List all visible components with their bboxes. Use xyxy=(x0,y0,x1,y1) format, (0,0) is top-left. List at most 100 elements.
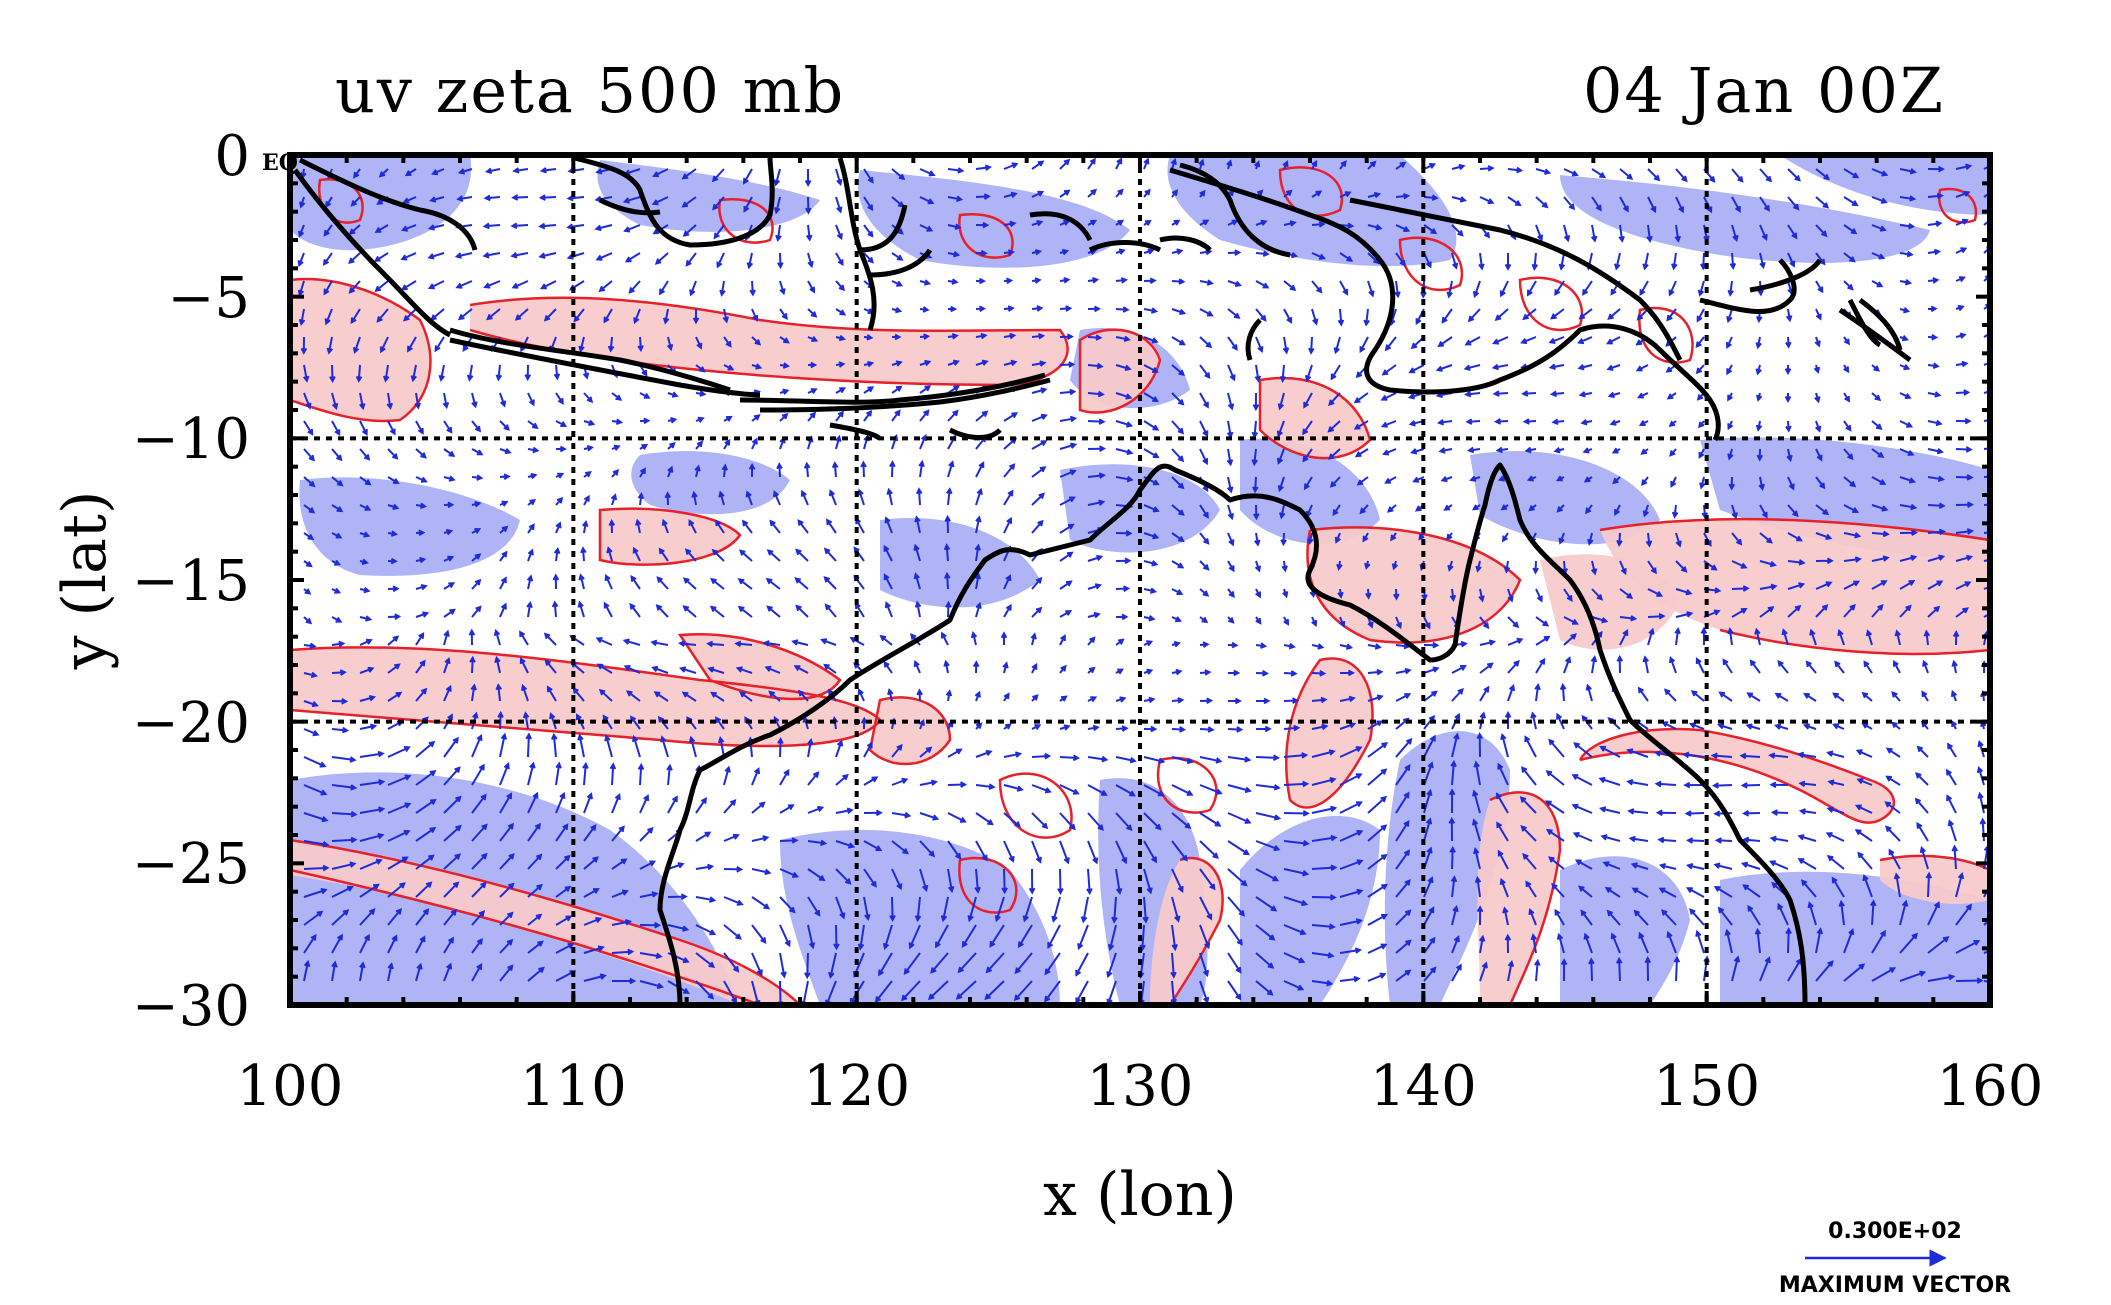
wind-vector xyxy=(863,741,873,758)
wind-vector xyxy=(1611,447,1621,454)
wind-vector xyxy=(1059,219,1071,226)
wind-vector xyxy=(1671,252,1678,271)
wind-vector xyxy=(764,665,781,674)
wind-vector xyxy=(1087,755,1109,763)
wind-vector xyxy=(1555,475,1565,482)
wind-vector xyxy=(946,487,953,506)
wind-vector xyxy=(1199,364,1211,379)
wind-vector xyxy=(712,196,725,211)
wind-vector xyxy=(1520,336,1537,345)
wind-vector xyxy=(583,823,597,842)
wind-vector xyxy=(466,364,474,382)
wind-vector xyxy=(1787,504,1799,518)
wind-vector xyxy=(1899,392,1912,399)
wind-vector xyxy=(595,252,613,261)
wind-vector xyxy=(828,489,837,506)
wind-vector xyxy=(1871,580,1888,590)
wind-vector xyxy=(1423,194,1439,202)
wind-vector xyxy=(1739,752,1761,760)
wind-vector xyxy=(891,168,906,181)
wind-vector xyxy=(1227,980,1242,1001)
wind-vector xyxy=(916,688,923,702)
wind-vector xyxy=(1647,627,1655,646)
wind-vector xyxy=(499,964,514,982)
wind-vector xyxy=(1814,392,1821,404)
wind-vector xyxy=(1899,899,1909,926)
wind-vector xyxy=(737,605,753,618)
wind-vector xyxy=(1945,768,1957,786)
wind-vector xyxy=(1563,196,1576,211)
wind-vector xyxy=(611,444,621,451)
wind-vector xyxy=(1644,956,1651,982)
wind-vector xyxy=(691,490,698,506)
wind-vector xyxy=(1143,364,1159,373)
wind-vector xyxy=(1031,784,1052,794)
wind-vector xyxy=(975,515,982,534)
wind-vector xyxy=(1031,160,1045,170)
wind-vector xyxy=(1759,583,1778,591)
wind-vector xyxy=(1802,723,1817,730)
wind-vector xyxy=(1014,952,1033,975)
wind-vector xyxy=(1059,812,1076,831)
wind-vector xyxy=(633,308,641,325)
wind-vector xyxy=(1199,726,1215,733)
wind-vector xyxy=(947,868,955,894)
x-tick-labels: 100 110 120 130 140 150 160 xyxy=(237,1054,2044,1119)
wind-vector xyxy=(415,908,430,926)
wind-vector xyxy=(1367,883,1388,898)
plot-area xyxy=(290,155,1990,1005)
wind-vector xyxy=(555,915,573,926)
wind-vector xyxy=(779,837,799,844)
wind-vector xyxy=(1871,448,1885,459)
wind-vector xyxy=(1893,872,1901,898)
wind-vector xyxy=(323,280,333,296)
wind-vector xyxy=(1143,336,1159,344)
wind-vector xyxy=(1785,927,1792,954)
wind-vector xyxy=(795,604,809,618)
wind-vector xyxy=(1862,874,1873,898)
wind-vector xyxy=(804,168,812,187)
wind-vector xyxy=(1563,588,1573,602)
wind-vector xyxy=(1669,448,1677,457)
wind-vector xyxy=(469,655,476,674)
wind-vector xyxy=(1695,929,1705,954)
wind-vector xyxy=(860,460,867,478)
wind-vector xyxy=(1787,604,1802,618)
wind-vector xyxy=(1308,336,1315,355)
wind-vector xyxy=(443,475,456,482)
wind-vector xyxy=(1227,641,1239,649)
wind-vector xyxy=(359,806,386,814)
wind-vector xyxy=(1857,851,1873,870)
wind-vector xyxy=(583,494,590,506)
wind-vector xyxy=(1927,391,1942,398)
wind-vector xyxy=(1115,668,1125,675)
wind-vector xyxy=(1003,489,1014,506)
wind-vector xyxy=(887,688,894,702)
coastline-sumatra xyxy=(292,168,452,338)
wind-vector xyxy=(1471,504,1481,511)
wind-vector xyxy=(387,557,398,565)
map-title: uv zeta 500 mb xyxy=(335,54,845,127)
wind-vector xyxy=(1171,392,1185,406)
wind-vector xyxy=(1115,420,1134,428)
wind-vector xyxy=(1395,616,1402,630)
wind-vector xyxy=(715,519,725,534)
wind-vector xyxy=(1647,588,1664,597)
wind-vector xyxy=(1031,440,1048,450)
wind-vector xyxy=(1885,825,1901,842)
wind-vector xyxy=(805,224,813,242)
wind-vector xyxy=(471,963,483,982)
wind-vector xyxy=(1927,605,1941,618)
wind-vector xyxy=(863,776,879,786)
wind-vector xyxy=(1311,221,1326,228)
wind-vector xyxy=(751,801,766,814)
wind-vector xyxy=(1143,157,1150,170)
wind-vector xyxy=(1642,252,1649,271)
wind-vector xyxy=(1631,887,1649,898)
wind-vector xyxy=(359,558,369,565)
wind-vector xyxy=(1476,732,1484,758)
wind-vector xyxy=(1280,532,1287,547)
wind-vector xyxy=(1339,773,1363,786)
wind-vector xyxy=(685,252,697,267)
wind-vector xyxy=(387,746,411,758)
